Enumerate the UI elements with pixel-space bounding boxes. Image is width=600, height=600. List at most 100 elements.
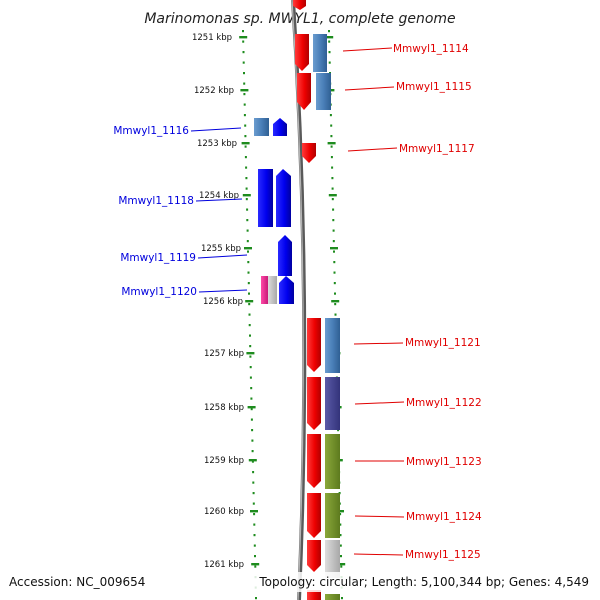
rail-dot <box>331 166 334 169</box>
tick-label-1253: 1253 kbp <box>197 139 237 149</box>
tick-label-1256: 1256 kbp <box>203 297 243 307</box>
rail-dot <box>330 124 333 127</box>
rail-dot <box>339 523 342 526</box>
gene-arrow-partial-bottom[interactable] <box>307 590 321 600</box>
gene-label-1114[interactable]: Mmwyl1_1114 <box>393 43 469 55</box>
left-major-tick <box>240 89 249 92</box>
gene-arrow-mmwyl1-1118[interactable] <box>276 169 291 227</box>
rail-dot <box>333 261 336 264</box>
gene-label-1120[interactable]: Mmwyl1_1120 <box>121 286 197 298</box>
rail-dot <box>253 544 256 547</box>
left-major-tick <box>239 36 248 39</box>
rail-dot <box>249 334 251 337</box>
leader-lines <box>190 47 405 556</box>
rail-dot <box>248 313 251 316</box>
left-major-tick <box>244 247 252 250</box>
tick-label-1255: 1255 kbp <box>201 244 241 254</box>
rail-dot <box>328 61 331 64</box>
rail-dot <box>340 555 342 558</box>
rail-dot <box>339 513 342 516</box>
rail-dot <box>248 303 251 306</box>
rail-dot <box>333 250 335 253</box>
gene-label-1115[interactable]: Mmwyl1_1115 <box>396 81 472 93</box>
rail-dot <box>251 450 254 453</box>
rail-dot <box>244 124 247 127</box>
topology-text: Topology: circular; Length: 5,100,344 bp… <box>258 575 589 589</box>
rail-dot <box>251 439 254 442</box>
rail-dot <box>332 240 335 243</box>
gene-arrow-mmwyl1-1125[interactable] <box>307 540 321 572</box>
gene-feature-1115-domain[interactable] <box>316 73 331 110</box>
tick-label-1260: 1260 kbp <box>204 507 244 517</box>
gene-feature-1123-domain[interactable] <box>325 434 340 489</box>
right-major-tick <box>328 194 337 197</box>
gene-feature-1122-domain[interactable] <box>325 377 340 430</box>
rail-dot <box>254 565 257 568</box>
gene-arrow-mmwyl1-1124[interactable] <box>307 493 321 538</box>
map-title: Marinomonas sp. MWYL1, complete genome <box>144 11 455 27</box>
rail-dot <box>252 481 255 484</box>
rail-dot <box>247 250 249 253</box>
gene-arrow-mmwyl1-1119[interactable] <box>278 235 292 276</box>
gene-arrow-mmwyl1-1123[interactable] <box>307 434 321 488</box>
rail-dot <box>242 30 244 33</box>
rail-dot <box>242 51 245 54</box>
gene-arrow-mmwyl1-1116[interactable] <box>273 118 287 136</box>
rail-dot <box>332 219 335 222</box>
gene-arrow-mmwyl1-1121[interactable] <box>307 318 321 372</box>
gene-arrow-mmwyl1-1115[interactable] <box>297 73 311 110</box>
tick-label-1257: 1257 kbp <box>204 349 244 359</box>
rail-dot <box>249 376 252 379</box>
rail-dot <box>337 429 340 432</box>
gene-label-1117[interactable]: Mmwyl1_1117 <box>399 143 475 155</box>
rail-dot <box>255 597 257 600</box>
gene-label-1118[interactable]: Mmwyl1_1118 <box>118 195 194 207</box>
gene-feature-1125-domain[interactable] <box>325 540 340 578</box>
rail-dot <box>334 313 337 316</box>
gene-feature-1124-domain[interactable] <box>325 493 340 538</box>
gene-label-1125[interactable]: Mmwyl1_1125 <box>405 549 481 561</box>
right-major-tick <box>330 247 338 250</box>
gene-feature-partial-bottom[interactable] <box>325 594 340 600</box>
rail-dot <box>244 135 247 138</box>
gene-feature-1114-domain[interactable] <box>313 34 327 72</box>
gene-label-1122[interactable]: Mmwyl1_1122 <box>406 397 482 409</box>
footer-background <box>0 572 600 592</box>
right-major-tick <box>331 300 340 303</box>
gene-feature-1120-grey[interactable] <box>268 276 277 304</box>
gene-arrow-partial[interactable] <box>293 0 306 10</box>
rail-dot <box>243 82 246 85</box>
rail-dot <box>245 177 248 180</box>
tick-label-1258: 1258 kbp <box>204 403 244 413</box>
rail-dot <box>242 61 245 64</box>
rail-dot <box>253 523 256 526</box>
gene-arrow-mmwyl1-1114[interactable] <box>295 34 309 71</box>
gene-arrow-mmwyl1-1122[interactable] <box>307 377 321 430</box>
gene-arrow-mmwyl1-1120[interactable] <box>279 276 294 304</box>
tick-label-1261: 1261 kbp <box>204 560 244 570</box>
rail-dot <box>245 198 248 201</box>
rail-dot <box>246 229 249 232</box>
rail-dot <box>334 303 337 306</box>
gene-arrow-mmwyl1-1117[interactable] <box>302 143 316 163</box>
left-major-tick <box>251 563 260 566</box>
rail-dot <box>250 387 253 390</box>
gene-feature-1120-pink[interactable] <box>261 276 268 304</box>
gene-feature-1121-domain[interactable] <box>325 318 340 373</box>
gene-label-1124[interactable]: Mmwyl1_1124 <box>406 511 482 523</box>
genome-backbone-highlight <box>291 0 304 600</box>
rail-dot <box>332 208 335 211</box>
rail-dot <box>248 324 251 327</box>
gene-feature-1116-domain[interactable] <box>254 118 269 136</box>
gene-label-1123[interactable]: Mmwyl1_1123 <box>406 456 482 468</box>
gene-label-1121[interactable]: Mmwyl1_1121 <box>405 337 481 349</box>
gene-label-1119[interactable]: Mmwyl1_1119 <box>120 252 196 264</box>
rail-dot <box>333 282 336 285</box>
gene-label-1116[interactable]: Mmwyl1_1116 <box>113 125 189 137</box>
rail-dot <box>334 292 336 295</box>
tick-label-1259: 1259 kbp <box>204 456 244 466</box>
rail-dot <box>330 135 333 138</box>
rail-dot <box>331 177 334 180</box>
gene-arrow-mmwyl1-1118a[interactable] <box>258 169 273 227</box>
rail-dot <box>244 145 247 148</box>
